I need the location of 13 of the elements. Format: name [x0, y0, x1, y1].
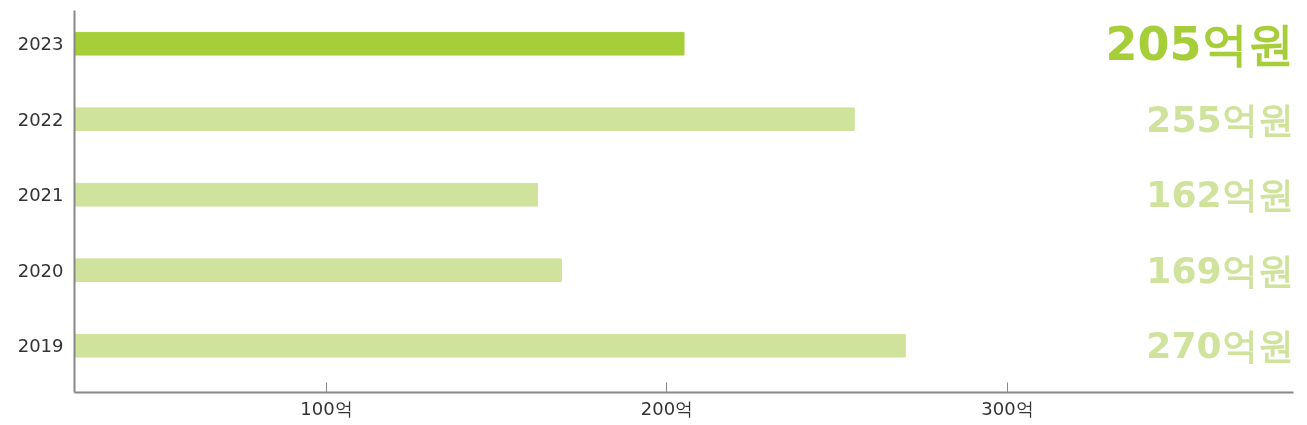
data-label: 169억원: [1146, 249, 1294, 291]
data-label: 270억원: [1146, 325, 1294, 367]
x-tick-label: 300억: [981, 397, 1034, 419]
x-tick-label: 100억: [300, 397, 353, 419]
y-tick-label: 2021: [17, 184, 64, 206]
x-tick-label: 200억: [640, 397, 694, 419]
data-label: 162억원: [1146, 174, 1294, 216]
data-label: 255억원: [1146, 98, 1294, 140]
y-tick-label: 2022: [17, 108, 64, 130]
y-tick-label: 2020: [17, 259, 64, 281]
y-tick-label: 2023: [17, 33, 64, 55]
y-tick-label: 2019: [17, 335, 64, 357]
data-label: 205억원: [1105, 16, 1294, 71]
